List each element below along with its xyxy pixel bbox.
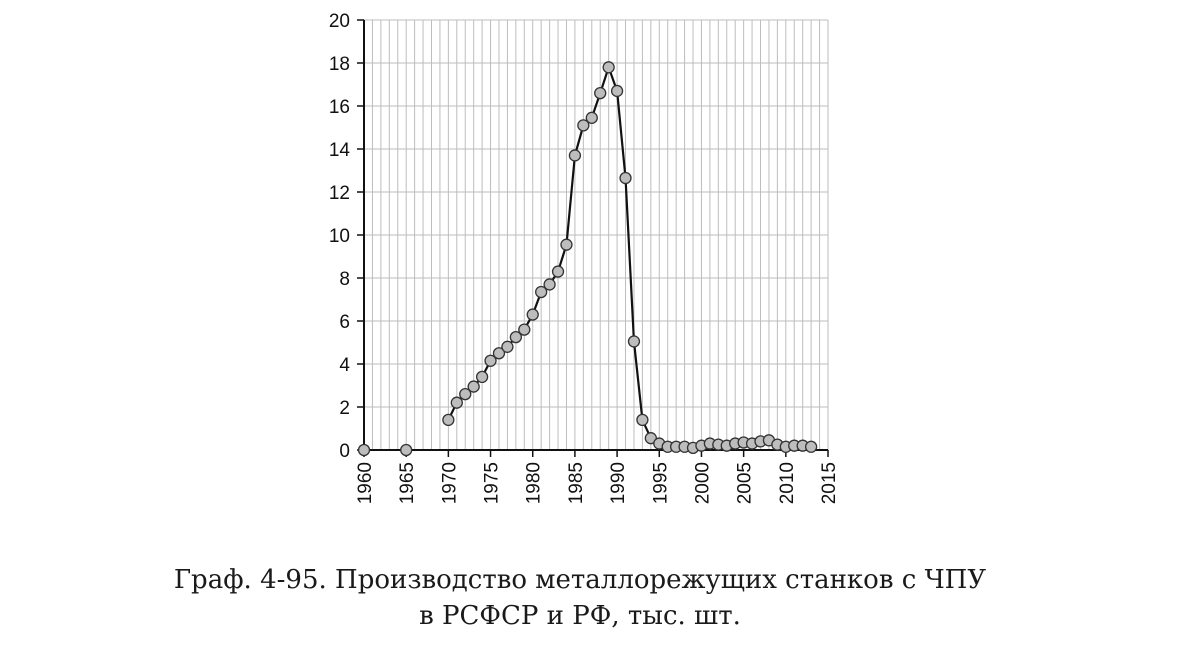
- y-tick-label: 2: [339, 398, 350, 419]
- data-point: [484, 354, 497, 367]
- series-points: [357, 61, 818, 457]
- data-point: [594, 86, 607, 100]
- y-tick-label: 10: [329, 226, 350, 247]
- data-point: [501, 340, 514, 353]
- x-tick-label: 1960: [355, 462, 376, 504]
- x-tick-label: 2000: [692, 462, 713, 504]
- data-point: [442, 413, 455, 427]
- data-point: [475, 370, 489, 384]
- grid: [363, 19, 829, 451]
- x-tick-label: 2005: [735, 462, 756, 504]
- data-point: [535, 285, 548, 299]
- figure-caption-line-2: в РСФСР и РФ, тыс. шт.: [419, 601, 741, 631]
- data-point: [518, 323, 531, 336]
- data-point: [610, 84, 624, 98]
- y-tick-label: 0: [339, 441, 350, 462]
- y-tick-label: 14: [329, 140, 351, 161]
- data-point: [400, 443, 413, 457]
- data-point: [467, 380, 480, 393]
- series-line-path: [447, 66, 812, 449]
- data-point: [526, 308, 539, 321]
- data-point: [804, 440, 818, 453]
- y-tick-label: 6: [339, 312, 350, 333]
- x-tick-label: 1970: [439, 462, 460, 504]
- x-tick-label: 1980: [524, 462, 545, 504]
- x-tick-label: 1965: [397, 462, 418, 504]
- x-tick-label: 2010: [777, 462, 798, 504]
- x-axis-ticks: 1960 1965 1970 1975 1980 1985 1990 1995 2000 2005…: [355, 450, 840, 504]
- data-point: [568, 149, 582, 162]
- y-tick-label: 4: [339, 355, 350, 376]
- y-tick-label: 8: [339, 269, 350, 290]
- x-tick-label: 1985: [566, 462, 587, 504]
- data-point: [627, 335, 641, 348]
- data-point: [602, 61, 615, 74]
- data-point: [560, 238, 573, 251]
- x-tick-label: 2015: [819, 462, 840, 504]
- y-axis-ticks: 0 2 4 6 8 10 12 14 16 18 20: [329, 11, 364, 462]
- x-tick-label: 1990: [608, 462, 629, 504]
- x-tick-label: 1975: [482, 462, 503, 504]
- data-point: [459, 387, 472, 401]
- data-point: [450, 396, 463, 409]
- figure-caption-line-1: Граф. 4-95. Производство металлорежущих …: [173, 565, 987, 595]
- data-point: [636, 413, 649, 427]
- y-tick-label: 18: [329, 54, 350, 75]
- data-point: [619, 171, 632, 185]
- data-point: [551, 265, 565, 278]
- y-tick-label: 12: [329, 183, 350, 204]
- y-tick-label: 16: [329, 97, 350, 118]
- y-tick-label: 20: [329, 11, 350, 32]
- x-tick-label: 1995: [650, 462, 671, 504]
- data-point: [492, 347, 506, 360]
- data-point: [585, 111, 598, 124]
- data-point: [509, 330, 523, 344]
- series-line: [447, 66, 812, 449]
- data-point: [357, 443, 371, 457]
- data-point: [577, 119, 590, 132]
- data-point: [543, 278, 556, 291]
